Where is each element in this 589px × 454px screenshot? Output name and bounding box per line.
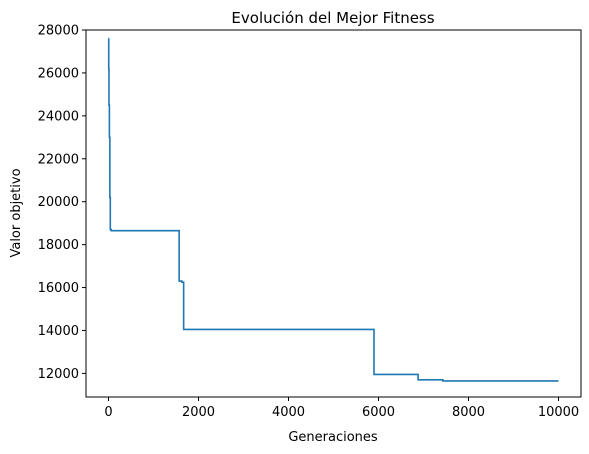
x-tick-label: 2000 <box>182 405 215 420</box>
y-tick-label: 16000 <box>38 281 79 296</box>
y-tick-label: 24000 <box>38 109 79 124</box>
plot-frame <box>85 29 582 398</box>
y-tick-label: 20000 <box>38 195 79 210</box>
x-axis-label: Generaciones <box>288 430 378 445</box>
x-tick-label: 6000 <box>362 405 395 420</box>
y-axis-label: Valor objetivo <box>9 168 24 257</box>
series-line <box>107 37 559 382</box>
x-tick-label: 10000 <box>538 405 579 420</box>
x-tick-label: 8000 <box>452 405 485 420</box>
y-tick-label: 18000 <box>38 238 79 253</box>
x-tick-label: 4000 <box>272 405 305 420</box>
y-tick-label: 14000 <box>38 324 79 339</box>
y-tick-label: 22000 <box>38 152 79 167</box>
x-tick-label: 0 <box>104 405 112 420</box>
y-tick-label: 12000 <box>38 367 79 382</box>
y-tick-label: 28000 <box>38 24 79 39</box>
axis-ticks: 0 2000 4000 6000 8000 10000 12000 14000 16000 180… <box>38 24 580 421</box>
plot-area <box>107 37 559 382</box>
y-tick-label: 26000 <box>38 66 79 81</box>
chart-title: Evolución del Mejor Fitness <box>231 9 434 27</box>
